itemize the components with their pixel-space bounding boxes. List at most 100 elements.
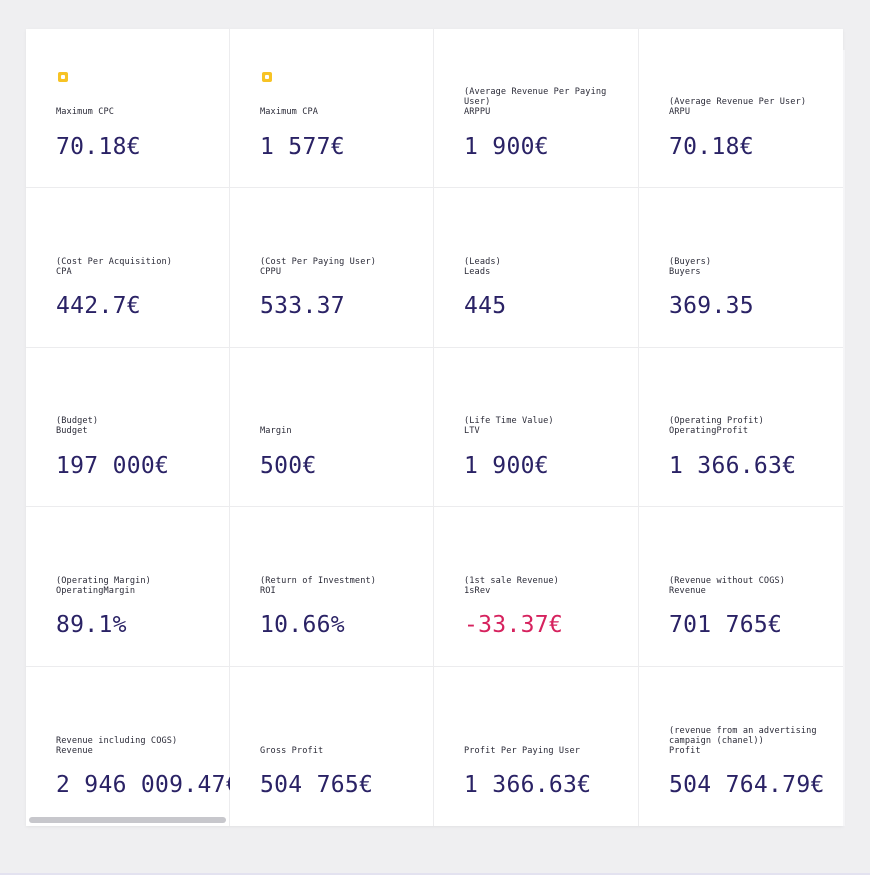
- metric-label-line: (Operating Margin): [56, 576, 151, 586]
- metric-card: Revenue including COGS) Revenue 2 946 009.…: [26, 667, 240, 826]
- metric-label: (Leads) Leads: [464, 257, 624, 277]
- metric-label-line: Buyers: [669, 267, 701, 277]
- warning-square-icon: [262, 72, 272, 82]
- metric-card: (Leads) Leads 445: [434, 188, 639, 348]
- metric-label: Margin: [260, 426, 419, 436]
- metric-card: (Operating Margin) OperatingMargin 89.1%: [26, 507, 230, 667]
- metric-label: (Life Time Value) LTV: [464, 416, 624, 436]
- metric-label-line: CPA: [56, 267, 72, 277]
- metric-label-line: (Life Time Value): [464, 416, 554, 426]
- metric-card: Gross Profit 504 765€: [230, 667, 434, 826]
- metric-value: 70.18€: [56, 134, 141, 160]
- metric-card: (Life Time Value) LTV 1 900€: [434, 348, 639, 507]
- metric-label: Maximum CPA: [260, 107, 419, 117]
- metric-label-line: Margin: [260, 426, 292, 436]
- metric-value: 70.18€: [669, 134, 754, 160]
- metrics-grid: Maximum CPC 70.18€ Maximum CPA 1 577€ (Avera…: [26, 29, 843, 826]
- metric-value: 533.37: [260, 293, 345, 319]
- metric-label-line: ARPU: [669, 107, 691, 117]
- metric-label: (revenue from an advertising campaign (ch…: [669, 726, 829, 756]
- metric-value: 89.1%: [56, 612, 127, 638]
- metric-card: (Cost Per Acquisition) CPA 442.7€: [26, 188, 230, 348]
- warning-square-icon: [58, 72, 68, 82]
- metric-label-line: (Cost Per Acquisition): [56, 257, 173, 267]
- metric-card: (revenue from an advertising campaign (ch…: [639, 667, 843, 826]
- metric-value: 2 946 009.47€: [56, 772, 240, 798]
- metric-label-line: (revenue from an advertising: [669, 726, 817, 736]
- metric-label: (Average Revenue Per User) ARPU: [669, 97, 829, 117]
- metric-label-line: (Budget): [56, 416, 99, 426]
- metric-card: (Revenue without COGS) Revenue 701 765€: [639, 507, 843, 667]
- metric-label-line: Profit Per Paying User: [464, 746, 581, 756]
- metric-card: (Return of Investment) ROI 10.66%: [230, 507, 434, 667]
- metric-value: 1 577€: [260, 134, 345, 160]
- metric-card: (Buyers) Buyers 369.35: [639, 188, 843, 348]
- metric-label: (Cost Per Paying User) CPPU: [260, 257, 419, 277]
- metric-card: (Cost Per Paying User) CPPU 533.37: [230, 188, 434, 348]
- metric-label-line: 1sRev: [464, 586, 491, 596]
- metric-label-line: CPPU: [260, 267, 282, 277]
- metric-label-line: (1st sale Revenue): [464, 576, 559, 586]
- metric-label-line: Leads: [464, 267, 491, 277]
- metrics-panel: Maximum CPC 70.18€ Maximum CPA 1 577€ (Avera…: [26, 29, 843, 826]
- metric-label: (Operating Margin) OperatingMargin: [56, 576, 215, 596]
- metric-value: -33.37€: [464, 612, 564, 638]
- metric-label-line: campaign (chanel)): [669, 736, 764, 746]
- metric-label: Revenue including COGS) Revenue: [56, 736, 215, 756]
- metric-card: Maximum CPA 1 577€: [230, 29, 434, 188]
- horizontal-scrollbar[interactable]: [29, 817, 226, 823]
- metric-value: 701 765€: [669, 612, 783, 638]
- metric-value: 1 366.63€: [464, 772, 592, 798]
- metric-label-line: (Revenue without COGS): [669, 576, 786, 586]
- metric-label-line: Gross Profit: [260, 746, 324, 756]
- metric-label-line: (Average Revenue Per User): [669, 97, 807, 107]
- metric-label-line: OperatingMargin: [56, 586, 136, 596]
- page-bottom-border: [0, 873, 870, 875]
- metric-card: (Budget) Budget 197 000€: [26, 348, 230, 507]
- metric-label-line: (Average Revenue Per Paying: [464, 87, 607, 97]
- metric-label-line: OperatingProfit: [669, 426, 749, 436]
- metric-label: (Budget) Budget: [56, 416, 215, 436]
- metric-label-line: Budget: [56, 426, 88, 436]
- metric-label: (Operating Profit) OperatingProfit: [669, 416, 829, 436]
- metric-card: (Operating Profit) OperatingProfit 1 366.6…: [639, 348, 843, 507]
- metric-label: (1st sale Revenue) 1sRev: [464, 576, 624, 596]
- metric-label: (Cost Per Acquisition) CPA: [56, 257, 215, 277]
- metric-card: (1st sale Revenue) 1sRev -33.37€: [434, 507, 639, 667]
- metric-value: 1 900€: [464, 134, 549, 160]
- metric-label: (Return of Investment) ROI: [260, 576, 419, 596]
- metric-label: Profit Per Paying User: [464, 746, 624, 756]
- metric-label-line: ARPPU: [464, 107, 491, 117]
- metric-value: 504 764.79€: [669, 772, 825, 798]
- metric-label-line: (Cost Per Paying User): [260, 257, 377, 267]
- metric-label-line: Maximum CPA: [260, 107, 319, 117]
- metric-label-line: Maximum CPC: [56, 107, 115, 117]
- metric-label-line: ROI: [260, 586, 276, 596]
- metric-label-line: Revenue: [669, 586, 706, 596]
- metric-card: (Average Revenue Per User) ARPU 70.18€: [639, 29, 843, 188]
- metric-label-line: Revenue: [56, 746, 93, 756]
- metric-label-line: Revenue including COGS): [56, 736, 178, 746]
- metric-card: Profit Per Paying User 1 366.63€: [434, 667, 639, 826]
- metric-label-line: User): [464, 97, 491, 107]
- metric-label-line: (Return of Investment): [260, 576, 377, 586]
- metric-label: (Revenue without COGS) Revenue: [669, 576, 829, 596]
- metric-card: Margin 500€: [230, 348, 434, 507]
- metric-value: 504 765€: [260, 772, 374, 798]
- metric-label-line: LTV: [464, 426, 480, 436]
- metric-card: Maximum CPC 70.18€: [26, 29, 230, 188]
- metric-label-line: (Operating Profit): [669, 416, 764, 426]
- metric-label-line: (Leads): [464, 257, 501, 267]
- metric-card: (Average Revenue Per Paying User) ARPPU 1 9…: [434, 29, 639, 188]
- metric-value: 197 000€: [56, 453, 170, 479]
- metric-value: 1 900€: [464, 453, 549, 479]
- metric-label: Maximum CPC: [56, 107, 215, 117]
- panel-edge: [843, 50, 845, 826]
- metric-label: (Buyers) Buyers: [669, 257, 829, 277]
- metric-label: Gross Profit: [260, 746, 419, 756]
- metric-value: 442.7€: [56, 293, 141, 319]
- metric-value: 1 366.63€: [669, 453, 797, 479]
- metric-value: 369.35: [669, 293, 754, 319]
- metric-label-line: Profit: [669, 746, 701, 756]
- metric-label: (Average Revenue Per Paying User) ARPPU: [464, 87, 624, 117]
